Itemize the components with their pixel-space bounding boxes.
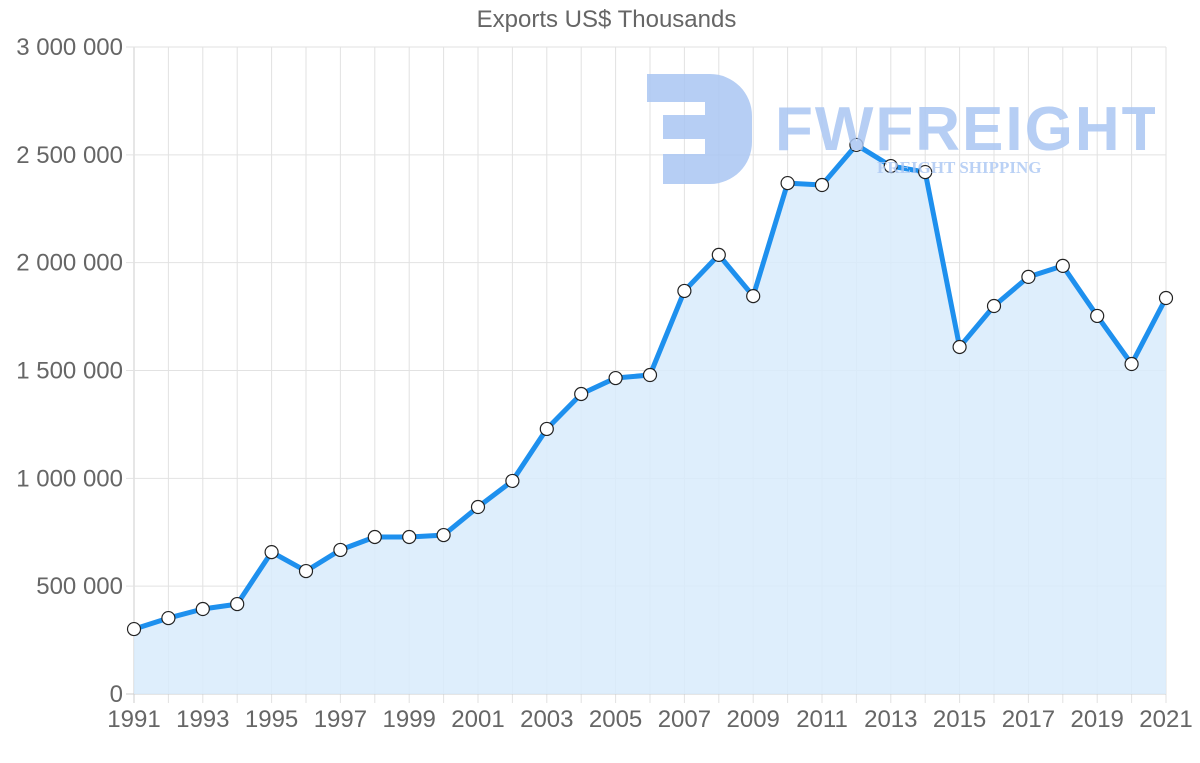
data-point[interactable]: [1021, 269, 1036, 285]
data-point[interactable]: [814, 177, 830, 193]
x-tick-label: 2017: [1002, 706, 1055, 733]
x-tick-label: 1991: [107, 706, 160, 733]
data-point[interactable]: [264, 544, 279, 560]
y-tick-label: 0: [110, 681, 123, 708]
x-tick-label: 1997: [314, 706, 367, 733]
data-point[interactable]: [883, 158, 898, 174]
x-tick-label: 2013: [864, 706, 917, 733]
data-point[interactable]: [952, 339, 967, 355]
data-point[interactable]: [195, 601, 210, 617]
data-point[interactable]: [230, 596, 245, 612]
data-point[interactable]: [608, 370, 623, 386]
data-point[interactable]: [574, 386, 589, 402]
data-point[interactable]: [677, 283, 692, 299]
data-point[interactable]: [1158, 290, 1174, 306]
x-tick-label: 2011: [796, 706, 848, 733]
data-point[interactable]: [470, 499, 486, 515]
x-tick-label: 1999: [383, 706, 436, 733]
data-point[interactable]: [367, 529, 382, 545]
y-tick-label: 2 000 000: [16, 250, 123, 277]
data-point[interactable]: [402, 529, 417, 545]
y-tick-label: 1 000 000: [16, 465, 123, 492]
data-points: [126, 137, 1174, 637]
x-tick-label: 2021: [1139, 706, 1192, 733]
data-point[interactable]: [746, 288, 761, 304]
x-tick-label: 2009: [727, 706, 780, 733]
x-tick-label: 2015: [933, 706, 986, 733]
data-point[interactable]: [161, 610, 176, 626]
x-tick-label: 1995: [245, 706, 298, 733]
y-tick-label: 3 000 000: [16, 34, 123, 61]
data-point[interactable]: [711, 247, 726, 263]
x-tick-label: 2007: [658, 706, 711, 733]
data-point[interactable]: [539, 421, 554, 437]
x-tick-label: 2001: [451, 706, 504, 733]
data-point[interactable]: [1090, 308, 1105, 324]
data-point[interactable]: [126, 621, 142, 637]
data-point[interactable]: [436, 527, 451, 543]
data-point[interactable]: [780, 175, 795, 191]
x-tick-label: 2005: [589, 706, 642, 733]
y-tick-label: 2 500 000: [16, 142, 123, 169]
data-point[interactable]: [986, 298, 1002, 314]
data-point[interactable]: [505, 473, 520, 489]
data-point[interactable]: [1055, 258, 1070, 274]
area-fill: [134, 144, 1166, 694]
data-point[interactable]: [298, 563, 314, 579]
data-point[interactable]: [1124, 356, 1139, 372]
y-tick-label: 500 000: [36, 573, 123, 600]
chart-title: Exports US$ Thousands: [476, 6, 737, 33]
y-axis: 0 500 000 1 000 000 1 500 000 2 000 000 2 500…: [16, 34, 123, 708]
x-tick-label: 2003: [520, 706, 573, 733]
y-tick-label: 1 500 000: [16, 358, 123, 385]
x-tick-label: 2019: [1071, 706, 1124, 733]
data-point[interactable]: [642, 367, 658, 383]
x-tick-label: 1993: [176, 706, 229, 733]
x-axis: 1991 1993 1995 1997 1999 2001 2003 2005 2007 2009…: [107, 706, 1192, 733]
data-point[interactable]: [849, 137, 864, 153]
data-point[interactable]: [918, 164, 933, 180]
data-point[interactable]: [333, 542, 348, 558]
